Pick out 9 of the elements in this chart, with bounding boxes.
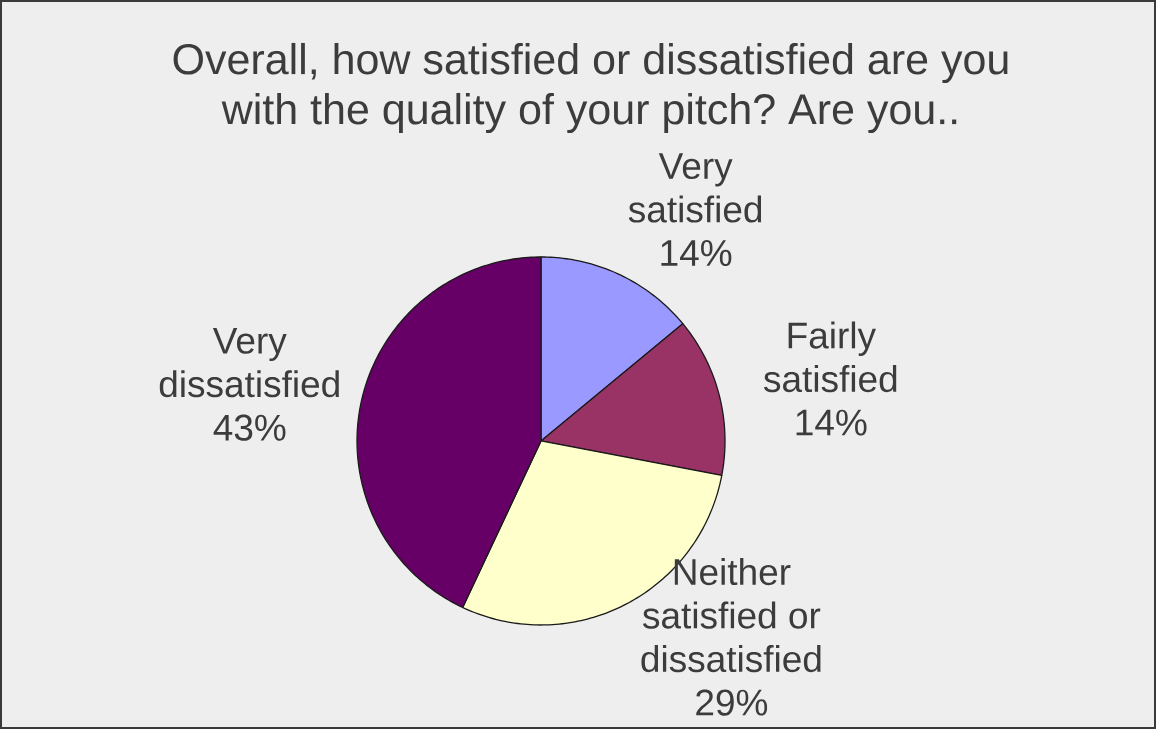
slice-label: Neither satisfied or dissatisfied <box>641 558 821 673</box>
data-label: 29% <box>696 689 768 716</box>
slice-label: Very dissatisfied <box>159 328 339 398</box>
data-label: 14% <box>661 240 732 266</box>
slice-label: Fairly satisfied <box>764 321 897 393</box>
data-label: 43% <box>213 414 286 441</box>
slice-label: Very satisfied <box>628 153 762 223</box>
data-label: 14% <box>796 409 867 436</box>
chart-title: Overall, how satisfied or dissatisfied are you with the quality of your pitch? Are you.. <box>173 42 1008 134</box>
